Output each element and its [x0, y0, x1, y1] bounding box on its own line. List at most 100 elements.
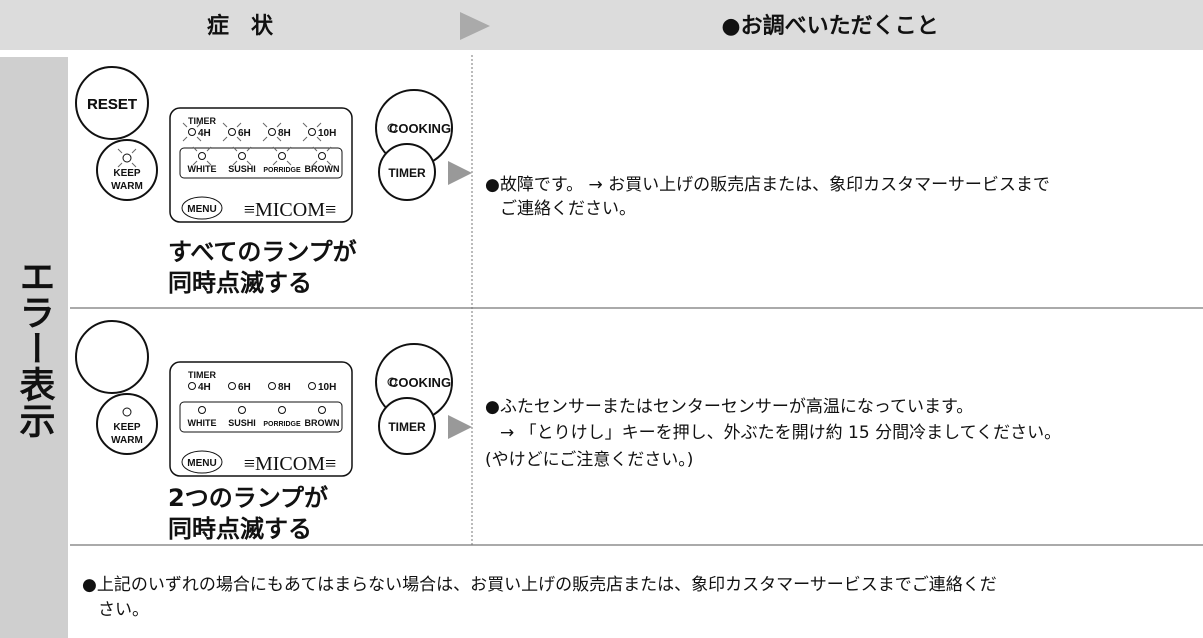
lamp	[122, 407, 132, 417]
display-panel	[169, 361, 353, 477]
sparkle	[312, 160, 318, 166]
lamp	[198, 152, 206, 160]
lamp	[228, 382, 236, 390]
lamp	[278, 406, 286, 414]
sparkle	[117, 148, 123, 154]
button-ring	[75, 66, 149, 140]
button-label: COOKING	[389, 375, 451, 390]
panel-label: 10H	[318, 382, 336, 393]
panel-label: 8H	[278, 128, 291, 139]
lamp	[308, 128, 316, 136]
sparkle	[326, 160, 332, 166]
sparkle	[222, 136, 228, 142]
panel-label: BROWN	[305, 418, 340, 428]
button-label: COOKING	[389, 121, 451, 136]
button-label: MENU	[187, 204, 216, 215]
display-panel	[169, 107, 353, 223]
panel-label: SUSHI	[228, 164, 256, 174]
button-ring	[378, 397, 436, 455]
sparkle	[192, 146, 198, 152]
panel-label: 10H	[318, 128, 336, 139]
button-label: RESET	[87, 96, 137, 113]
button-label: WARM	[111, 181, 143, 192]
lamp	[188, 382, 196, 390]
sparkle	[302, 122, 308, 128]
menu-box	[179, 147, 343, 179]
sparkle	[246, 160, 252, 166]
sparkle	[262, 136, 268, 142]
lamp	[318, 406, 326, 414]
button-label: TIMER	[388, 166, 426, 180]
sparkle	[192, 160, 198, 166]
button-label: TIMER	[388, 420, 426, 434]
note-line: さい。	[98, 600, 149, 620]
sparkle	[316, 136, 322, 142]
sparkle	[272, 160, 278, 166]
sparkle	[326, 146, 332, 152]
sparkle	[312, 146, 318, 152]
panel-label: SUSHI	[228, 418, 256, 428]
note-line: ●上記のいずれの場合にもあてはまらない場合は、お買い上げの販売店または、象印カス…	[82, 575, 997, 595]
panel-label: TIMER	[188, 370, 216, 380]
remedy-line: → 「とりけし」キーを押し、外ぶたを開け約 15 分間冷ましてください。	[500, 423, 1061, 443]
header-arrow	[460, 12, 490, 40]
sparkle	[276, 136, 282, 142]
sparkle	[222, 122, 228, 128]
brand: ≡MICOM≡	[244, 453, 337, 475]
menu-button	[181, 196, 223, 220]
panel-label: 4H	[198, 382, 211, 393]
caption: 同時点滅する	[168, 269, 312, 297]
sparkle	[182, 122, 188, 128]
sparkle	[131, 148, 137, 154]
side-label: エラー表示	[14, 258, 56, 438]
remedy-line: ご連絡ください。	[500, 199, 636, 219]
button-label: WARM	[111, 435, 143, 446]
header-symptom: 症 状	[207, 13, 274, 39]
button-label: KEEP	[113, 168, 141, 179]
remedy-line: ●ふたセンサーまたはセンターセンサーが高温になっています。	[485, 397, 973, 417]
button-ring	[96, 139, 158, 201]
sparkle	[286, 146, 292, 152]
sparkle	[182, 136, 188, 142]
lamp	[318, 152, 326, 160]
sparkle	[276, 122, 282, 128]
remedy-line: ●故障です。 → お買い上げの販売店または、象印カスタマーサービスまで	[485, 175, 1050, 195]
caption: 同時点滅する	[168, 515, 312, 543]
remedy-line: (やけどにご注意ください。)	[485, 450, 693, 470]
sparkle	[232, 160, 238, 166]
lamp	[238, 406, 246, 414]
menu-box	[179, 401, 343, 433]
lamp	[278, 152, 286, 160]
arrow	[448, 161, 472, 185]
brand: ≡MICOM≡	[244, 199, 337, 221]
panel-label: 6H	[238, 128, 251, 139]
sparkle	[206, 160, 212, 166]
panel-label: PORRIDGE	[263, 167, 301, 174]
sparkle	[246, 146, 252, 152]
sparkle	[316, 122, 322, 128]
lamp	[308, 382, 316, 390]
lamp	[268, 128, 276, 136]
lamp	[198, 406, 206, 414]
arrow	[448, 415, 472, 439]
header-bar	[0, 0, 1203, 50]
sparkle	[196, 122, 202, 128]
lamp	[122, 153, 132, 163]
lamp	[387, 123, 397, 133]
sparkle	[302, 136, 308, 142]
button-ring	[378, 143, 436, 201]
button-label: KEEP	[113, 422, 141, 433]
sparkle	[286, 160, 292, 166]
sparkle	[236, 122, 242, 128]
button-label: RESET	[87, 96, 137, 113]
button-label: MENU	[187, 458, 216, 469]
sparkle	[232, 146, 238, 152]
side-bar	[0, 57, 68, 638]
panel-label: 8H	[278, 382, 291, 393]
lamp	[188, 128, 196, 136]
lamp	[387, 377, 397, 387]
panel-label: WHITE	[188, 164, 217, 174]
sparkle	[131, 162, 137, 168]
